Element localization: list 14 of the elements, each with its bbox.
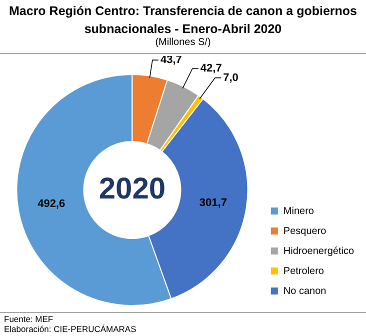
legend-label: No canon: [283, 286, 326, 297]
legend-label: Pesquero: [283, 226, 327, 237]
data-label: 7,0: [223, 72, 238, 84]
data-label: 42,7: [200, 62, 222, 75]
text: Elaboración: CIE-PERUCÁMARAS: [4, 324, 136, 334]
legend-label: Petrolero: [283, 266, 324, 277]
legend-label: Minero: [283, 206, 314, 217]
chart-subtitle: (Millones S/): [154, 37, 212, 48]
data-label: 492,6: [38, 198, 66, 210]
text: 2020: [98, 172, 166, 206]
legend-label: Hidroenergético: [283, 246, 354, 257]
source-note: Fuente: MEF: [4, 314, 54, 324]
data-label: 301,7: [199, 196, 227, 209]
chart-title: Macro Región Centro: Transferencia de canon a gobiernos subnacionales - Enero-Abril 2020: [8, 3, 358, 38]
